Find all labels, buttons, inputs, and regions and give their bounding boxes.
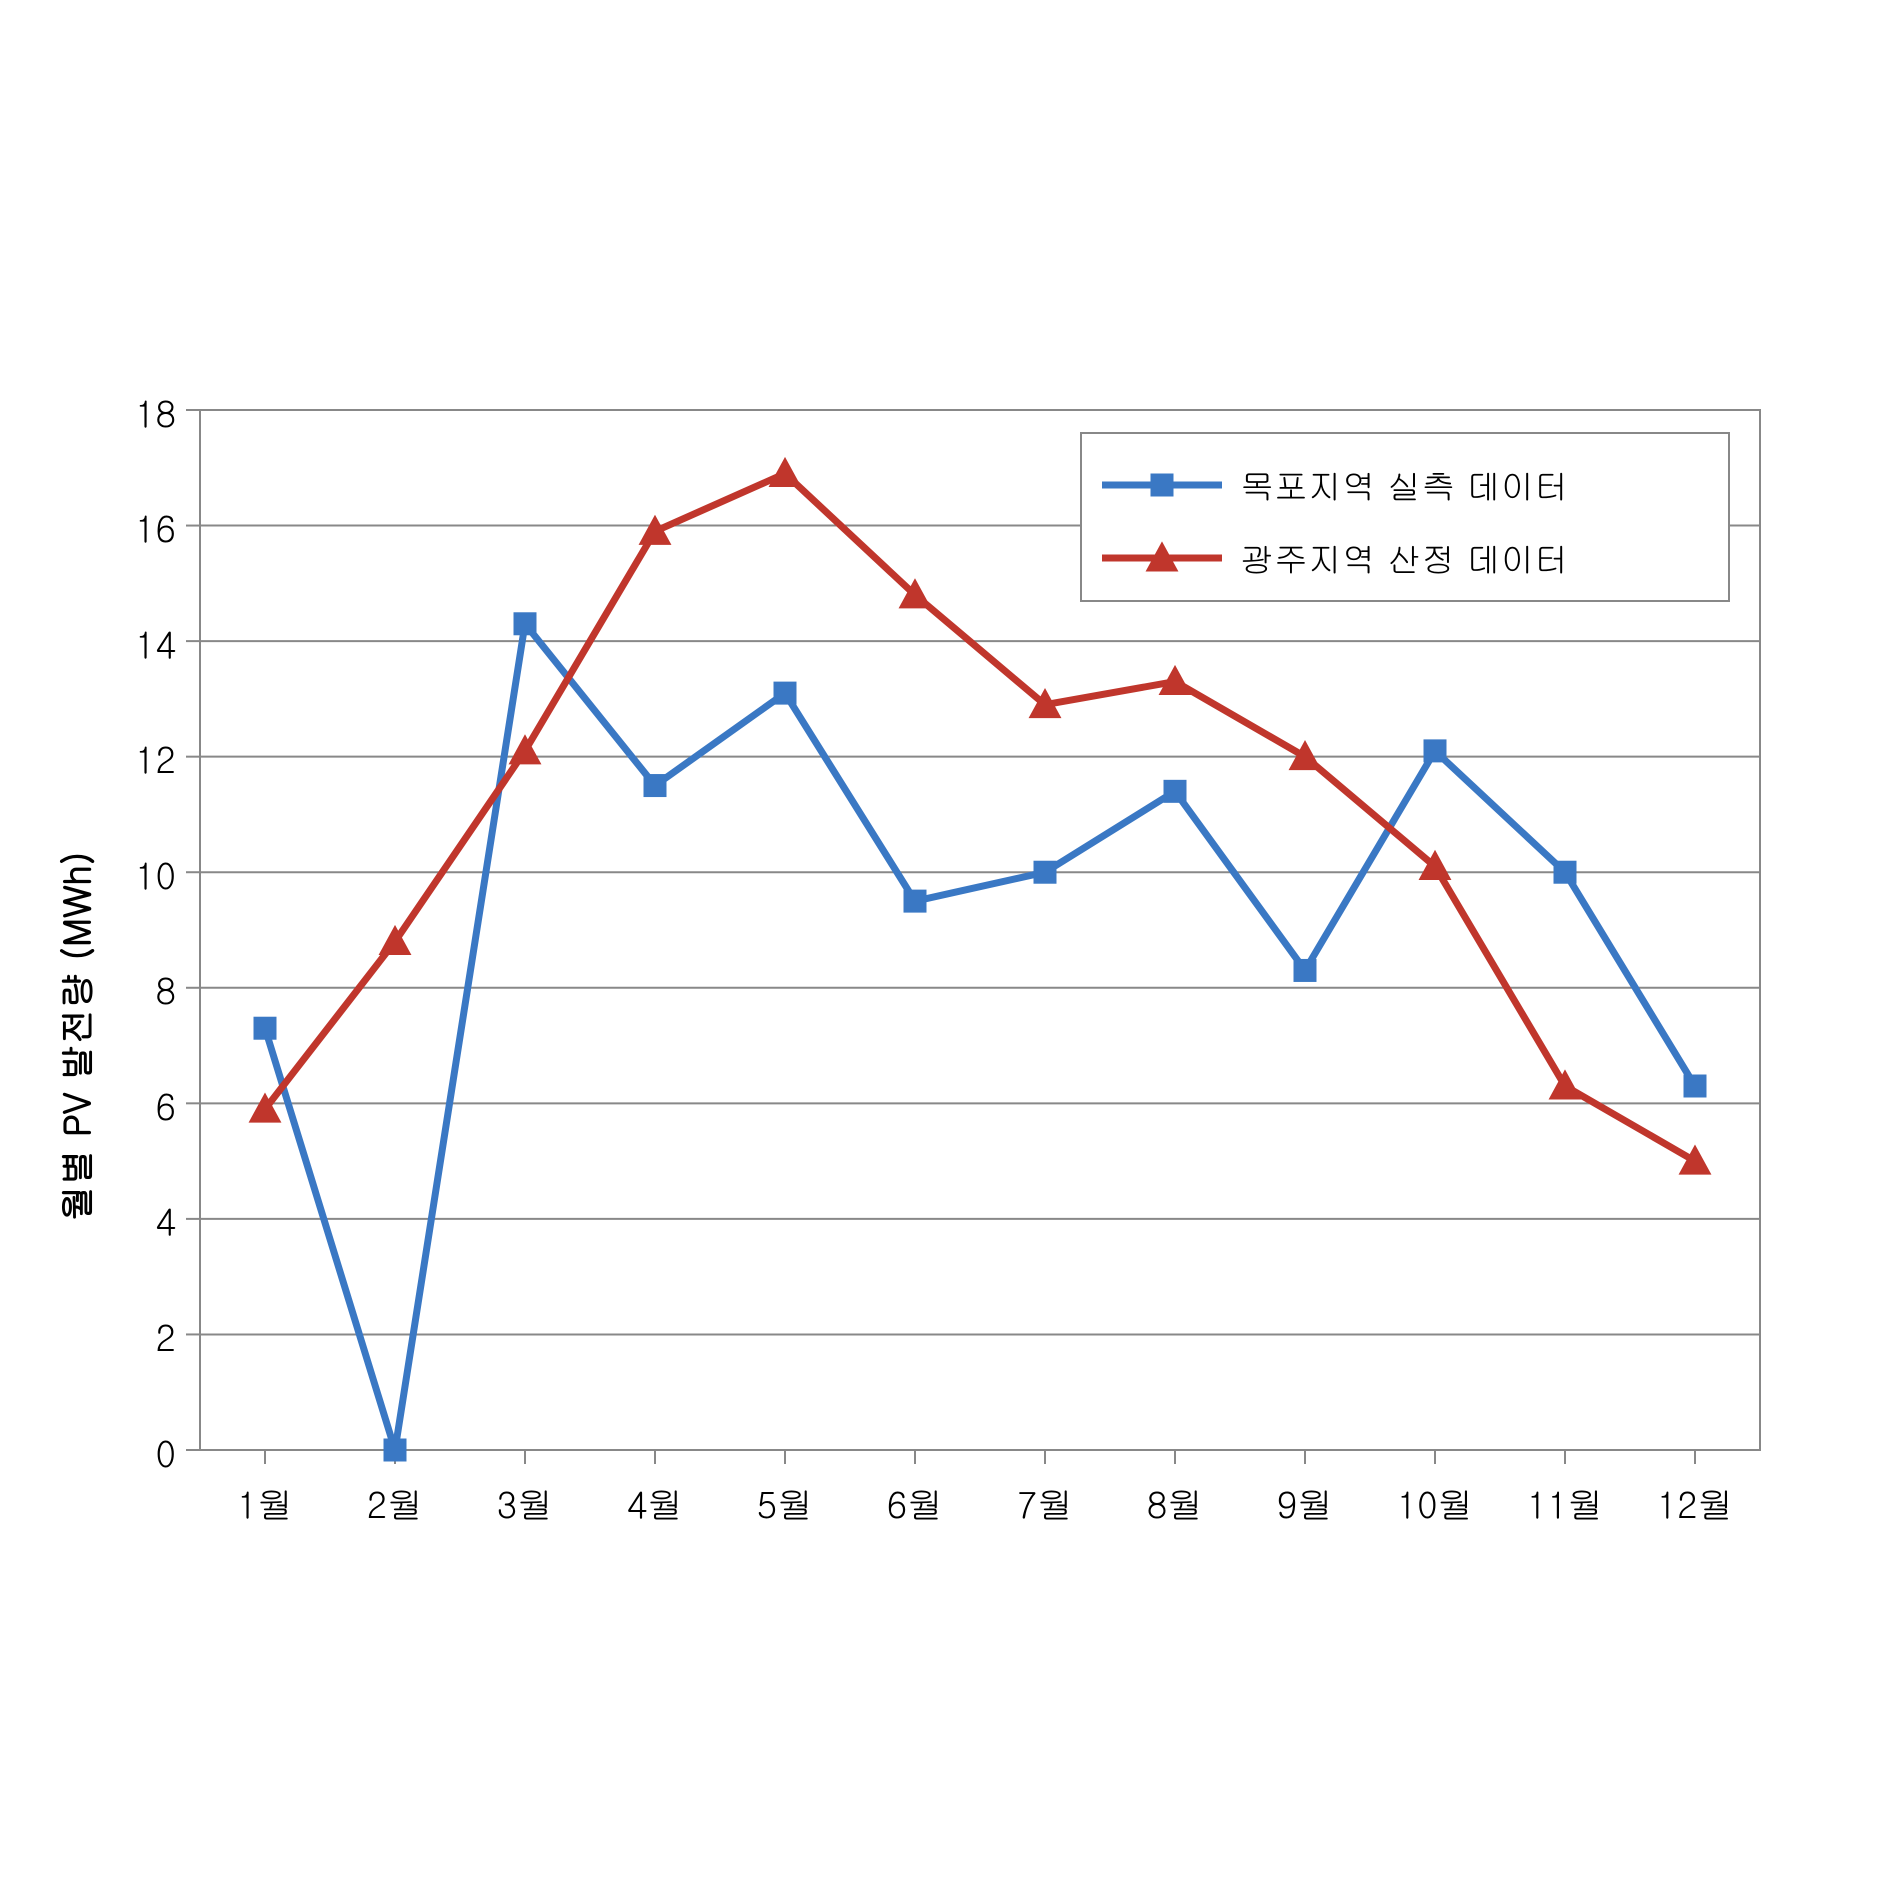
x-tick-label: 6월 [850,1478,980,1529]
legend-item: 목포지역 실측 데이터 [1102,460,1708,509]
y-tick-label: 12 [90,733,176,784]
x-tick-label: 1월 [200,1478,330,1529]
y-axis-label: 월별 PV 발전량 (MWh) [50,852,101,1222]
x-tick-label: 2월 [330,1478,460,1529]
y-tick-label: 10 [90,849,176,900]
x-tick-label: 12월 [1630,1478,1760,1529]
x-tick-label: 9월 [1240,1478,1370,1529]
legend: 목포지역 실측 데이터광주지역 산정 데이터 [1080,432,1730,602]
y-tick-label: 14 [90,618,176,669]
y-tick-label: 8 [90,964,176,1015]
legend-marker-icon [1102,465,1222,505]
y-tick-label: 18 [90,387,176,438]
chart-container: 월별 PV 발전량 (MWh) 024681012141618 1월2월3월4월… [90,380,1810,1580]
x-tick-label: 10월 [1370,1478,1500,1529]
y-tick-label: 0 [90,1427,176,1478]
legend-label: 목포지역 실측 데이터 [1240,460,1569,509]
y-tick-label: 2 [90,1311,176,1362]
legend-item: 광주지역 산정 데이터 [1102,533,1708,582]
y-tick-label: 4 [90,1195,176,1246]
x-tick-label: 5월 [720,1478,850,1529]
x-tick-label: 4월 [590,1478,720,1529]
x-tick-label: 3월 [460,1478,590,1529]
legend-marker-icon [1102,538,1222,578]
x-tick-label: 8월 [1110,1478,1240,1529]
y-tick-label: 6 [90,1080,176,1131]
y-tick-label: 16 [90,502,176,553]
legend-label: 광주지역 산정 데이터 [1240,533,1569,582]
x-tick-label: 7월 [980,1478,1110,1529]
x-tick-label: 11월 [1500,1478,1630,1529]
